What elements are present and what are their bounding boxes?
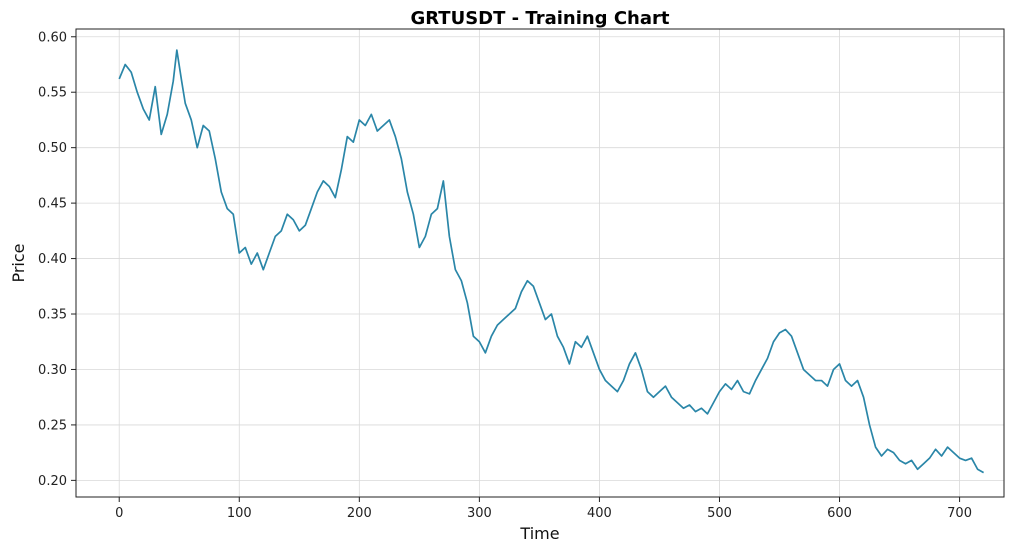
y-tick-label: 0.30: [38, 363, 67, 378]
grid: [76, 29, 1004, 497]
y-tick-label: 0.50: [38, 141, 67, 156]
x-tick-label: 0: [115, 506, 123, 521]
x-tick-label: 700: [947, 506, 972, 521]
y-axis-title: Price: [9, 243, 28, 282]
chart-title: GRTUSDT - Training Chart: [410, 8, 669, 29]
y-tick-label: 0.35: [38, 308, 67, 323]
x-tick-label: 600: [827, 506, 852, 521]
x-tick-label: 300: [467, 506, 492, 521]
x-tick-label: 200: [347, 506, 372, 521]
x-tick-label: 100: [227, 506, 252, 521]
y-tick-label: 0.20: [38, 474, 67, 489]
y-tick-label: 0.60: [38, 30, 67, 45]
price-series-line: [118, 49, 985, 474]
x-tick-label: 400: [587, 506, 612, 521]
series-layer: [118, 49, 985, 474]
ticks: 0 100 200 300 400 500 600 700 0.20 0.25 0.30 0.35 0.…: [38, 30, 972, 521]
x-axis-title: Time: [519, 524, 559, 543]
x-tick-label: 500: [707, 506, 732, 521]
y-tick-label: 0.55: [38, 86, 67, 101]
y-tick-label: 0.40: [38, 252, 67, 267]
plot-frame: [75, 28, 1005, 498]
y-tick-label: 0.45: [38, 197, 67, 212]
y-tick-label: 0.25: [38, 418, 67, 433]
